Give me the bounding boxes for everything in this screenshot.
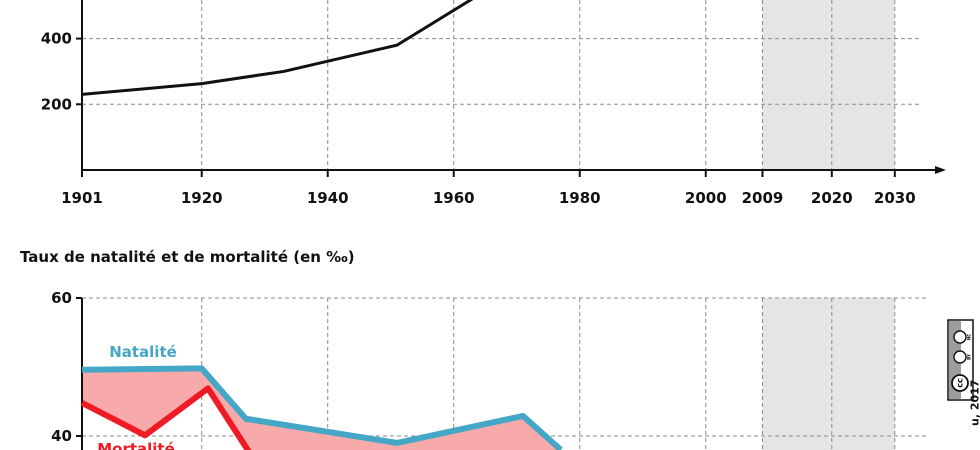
y-tick-label: 40 <box>51 427 72 445</box>
by-icon <box>953 350 967 364</box>
nc-text: NC <box>967 334 972 340</box>
x-axis-arrow <box>935 166 946 174</box>
x-tick-label: 2009 <box>742 189 784 207</box>
x-tick-label: 1940 <box>307 189 349 207</box>
mortalite-line <box>80 385 252 450</box>
x-tick-label: 1980 <box>559 189 601 207</box>
cc-by-nc-icon: cc BY NC <box>951 330 972 392</box>
birth-death-rate-chart: Taux de natalité et de mortalité (en ‰) … <box>20 248 928 450</box>
natalite-line <box>81 365 563 450</box>
y-tick-label: 400 <box>41 30 72 48</box>
projection-band <box>762 0 895 170</box>
by-text: BY <box>967 354 972 360</box>
cc-text: cc <box>956 378 965 388</box>
x-tick-label: 2020 <box>811 189 853 207</box>
mortalite-label: Mortalité <box>97 440 175 450</box>
y-tick-label: 60 <box>51 289 72 307</box>
credit-text: u, 2017 <box>969 380 980 426</box>
y-tick-label: 200 <box>41 95 72 113</box>
population-chart: 2004006001901192019401960198020002009202… <box>41 0 946 207</box>
x-tick-label: 1960 <box>433 189 475 207</box>
nc-icon <box>953 330 967 344</box>
x-tick-label: 1901 <box>61 189 103 207</box>
population-line <box>81 0 474 96</box>
license-badge: cc BY NC <box>947 319 974 401</box>
natalite-label: Natalité <box>109 343 177 361</box>
natural-increase-area <box>82 368 561 450</box>
chart2-title: Taux de natalité et de mortalité (en ‰) <box>20 248 355 266</box>
x-tick-label: 2030 <box>874 189 916 207</box>
cc-circle <box>951 374 969 392</box>
projection-band <box>762 298 895 450</box>
x-tick-label: 2000 <box>685 189 727 207</box>
x-tick-label: 1920 <box>181 189 223 207</box>
